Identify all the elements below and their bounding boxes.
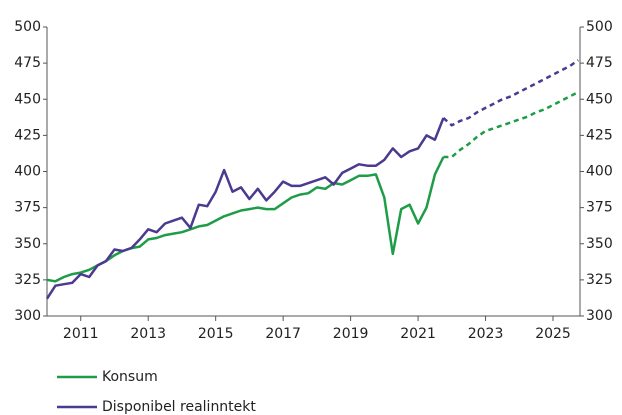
y-tick-label: 400	[14, 164, 41, 180]
line	[46, 156, 445, 283]
y2-tick-label: 475	[586, 55, 613, 71]
y-tick-label: 300	[14, 308, 41, 324]
x-tick-label: 2019	[333, 326, 369, 342]
line	[45, 117, 445, 300]
x-tick-label: 2025	[535, 326, 571, 342]
y2-tick-label: 500	[586, 19, 613, 35]
line-forecast	[442, 59, 580, 127]
y-tick-label: 450	[14, 91, 41, 107]
x-tick-label: 2013	[130, 326, 166, 342]
y2-tick-label: 450	[586, 91, 613, 107]
y2-tick-label: 375	[586, 200, 613, 216]
x-tick-label: 2017	[265, 326, 301, 342]
y2-tick-label: 325	[586, 272, 613, 288]
y-tick-label: 325	[14, 272, 41, 288]
legend-label: Disponibel realinntekt	[102, 399, 256, 415]
y2-tick-label: 350	[586, 236, 613, 252]
y2-tick-label: 300	[586, 308, 613, 324]
y-tick-label: 425	[14, 127, 41, 143]
y-tick-label: 350	[14, 236, 41, 252]
x-tick-label: 2021	[400, 326, 436, 342]
y-tick-label: 475	[14, 55, 41, 71]
legend-label: Konsum	[102, 369, 158, 385]
y2-tick-label: 400	[586, 164, 613, 180]
y-tick-label: 500	[14, 19, 41, 35]
y2-tick-label: 425	[586, 127, 613, 143]
y-tick-label: 375	[14, 200, 41, 216]
x-tick-label: 2015	[198, 326, 234, 342]
x-tick-label: 2023	[468, 326, 504, 342]
line-forecast	[443, 90, 579, 159]
x-tick-label: 2011	[63, 326, 99, 342]
